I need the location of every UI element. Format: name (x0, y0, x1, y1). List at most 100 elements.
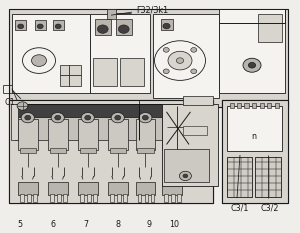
Circle shape (163, 23, 170, 29)
Bar (162, 104, 218, 186)
Bar (108, 182, 128, 195)
Circle shape (111, 113, 124, 123)
Circle shape (81, 113, 94, 123)
Bar (255, 157, 280, 197)
Bar (90, 14, 150, 93)
Bar (108, 119, 128, 150)
Bar (57, 194, 61, 202)
Circle shape (169, 115, 175, 120)
Bar (164, 194, 168, 202)
Bar (80, 148, 96, 153)
Circle shape (118, 25, 129, 33)
Circle shape (32, 55, 46, 66)
Bar (162, 119, 182, 150)
Text: 7: 7 (83, 220, 88, 229)
Bar (9, 9, 288, 107)
Circle shape (25, 115, 31, 120)
Bar (116, 19, 132, 35)
Circle shape (85, 115, 91, 120)
Bar (120, 58, 144, 86)
Bar (117, 194, 121, 202)
Bar (183, 96, 213, 105)
Bar (48, 182, 68, 195)
Bar (226, 157, 252, 197)
Bar (258, 14, 282, 42)
Bar (123, 194, 127, 202)
Circle shape (17, 102, 28, 110)
Bar (164, 149, 208, 182)
Bar (138, 194, 141, 202)
Circle shape (142, 115, 148, 120)
Bar (11, 104, 18, 140)
Circle shape (115, 115, 121, 120)
Bar (171, 194, 175, 202)
Circle shape (191, 69, 197, 74)
Bar (15, 116, 180, 140)
Bar (33, 194, 37, 202)
Bar (52, 20, 64, 30)
Bar (153, 14, 219, 98)
Text: 9: 9 (146, 220, 152, 229)
Bar (78, 119, 98, 150)
Circle shape (168, 51, 192, 70)
Circle shape (179, 171, 191, 181)
Circle shape (163, 69, 169, 74)
Bar (87, 194, 91, 202)
Bar (252, 103, 256, 108)
Circle shape (37, 24, 43, 29)
Bar (80, 194, 84, 202)
Bar (27, 194, 31, 202)
Circle shape (165, 113, 178, 123)
Bar (164, 148, 180, 153)
Circle shape (248, 62, 256, 68)
Bar (274, 103, 279, 108)
Circle shape (55, 24, 61, 29)
Bar (219, 9, 285, 93)
Text: 10: 10 (169, 220, 180, 229)
Circle shape (55, 115, 61, 120)
Bar (9, 100, 213, 203)
Bar (20, 194, 24, 202)
Text: 6: 6 (51, 220, 56, 229)
Bar (20, 148, 36, 153)
Bar (222, 100, 288, 203)
Bar (160, 19, 172, 30)
Circle shape (154, 41, 206, 80)
Bar (145, 194, 148, 202)
Bar (12, 14, 90, 93)
Bar (93, 194, 97, 202)
Circle shape (139, 113, 152, 123)
Bar (18, 182, 38, 195)
Bar (244, 103, 249, 108)
Bar (162, 182, 182, 195)
Bar (136, 182, 155, 195)
Text: C3/2: C3/2 (260, 203, 279, 212)
Circle shape (243, 58, 261, 72)
Bar (15, 20, 26, 30)
Bar (183, 126, 207, 135)
Text: n: n (251, 132, 256, 141)
Circle shape (22, 48, 56, 73)
Bar (60, 65, 81, 86)
Circle shape (191, 48, 197, 52)
Circle shape (183, 174, 188, 178)
Bar (50, 194, 54, 202)
Bar (94, 19, 111, 35)
Bar (226, 106, 282, 151)
Bar (260, 103, 264, 108)
Circle shape (98, 25, 108, 33)
Bar (50, 148, 66, 153)
Bar (63, 194, 67, 202)
Text: 5: 5 (18, 220, 23, 229)
Bar (93, 58, 117, 86)
Text: F32/3k1: F32/3k1 (136, 6, 169, 15)
Circle shape (21, 113, 34, 123)
Bar (222, 100, 288, 203)
Bar (110, 194, 114, 202)
Bar (110, 148, 126, 153)
Text: C3/1: C3/1 (230, 203, 249, 212)
Bar (15, 104, 180, 116)
Bar (137, 148, 154, 153)
Circle shape (163, 48, 169, 52)
Bar (151, 194, 154, 202)
